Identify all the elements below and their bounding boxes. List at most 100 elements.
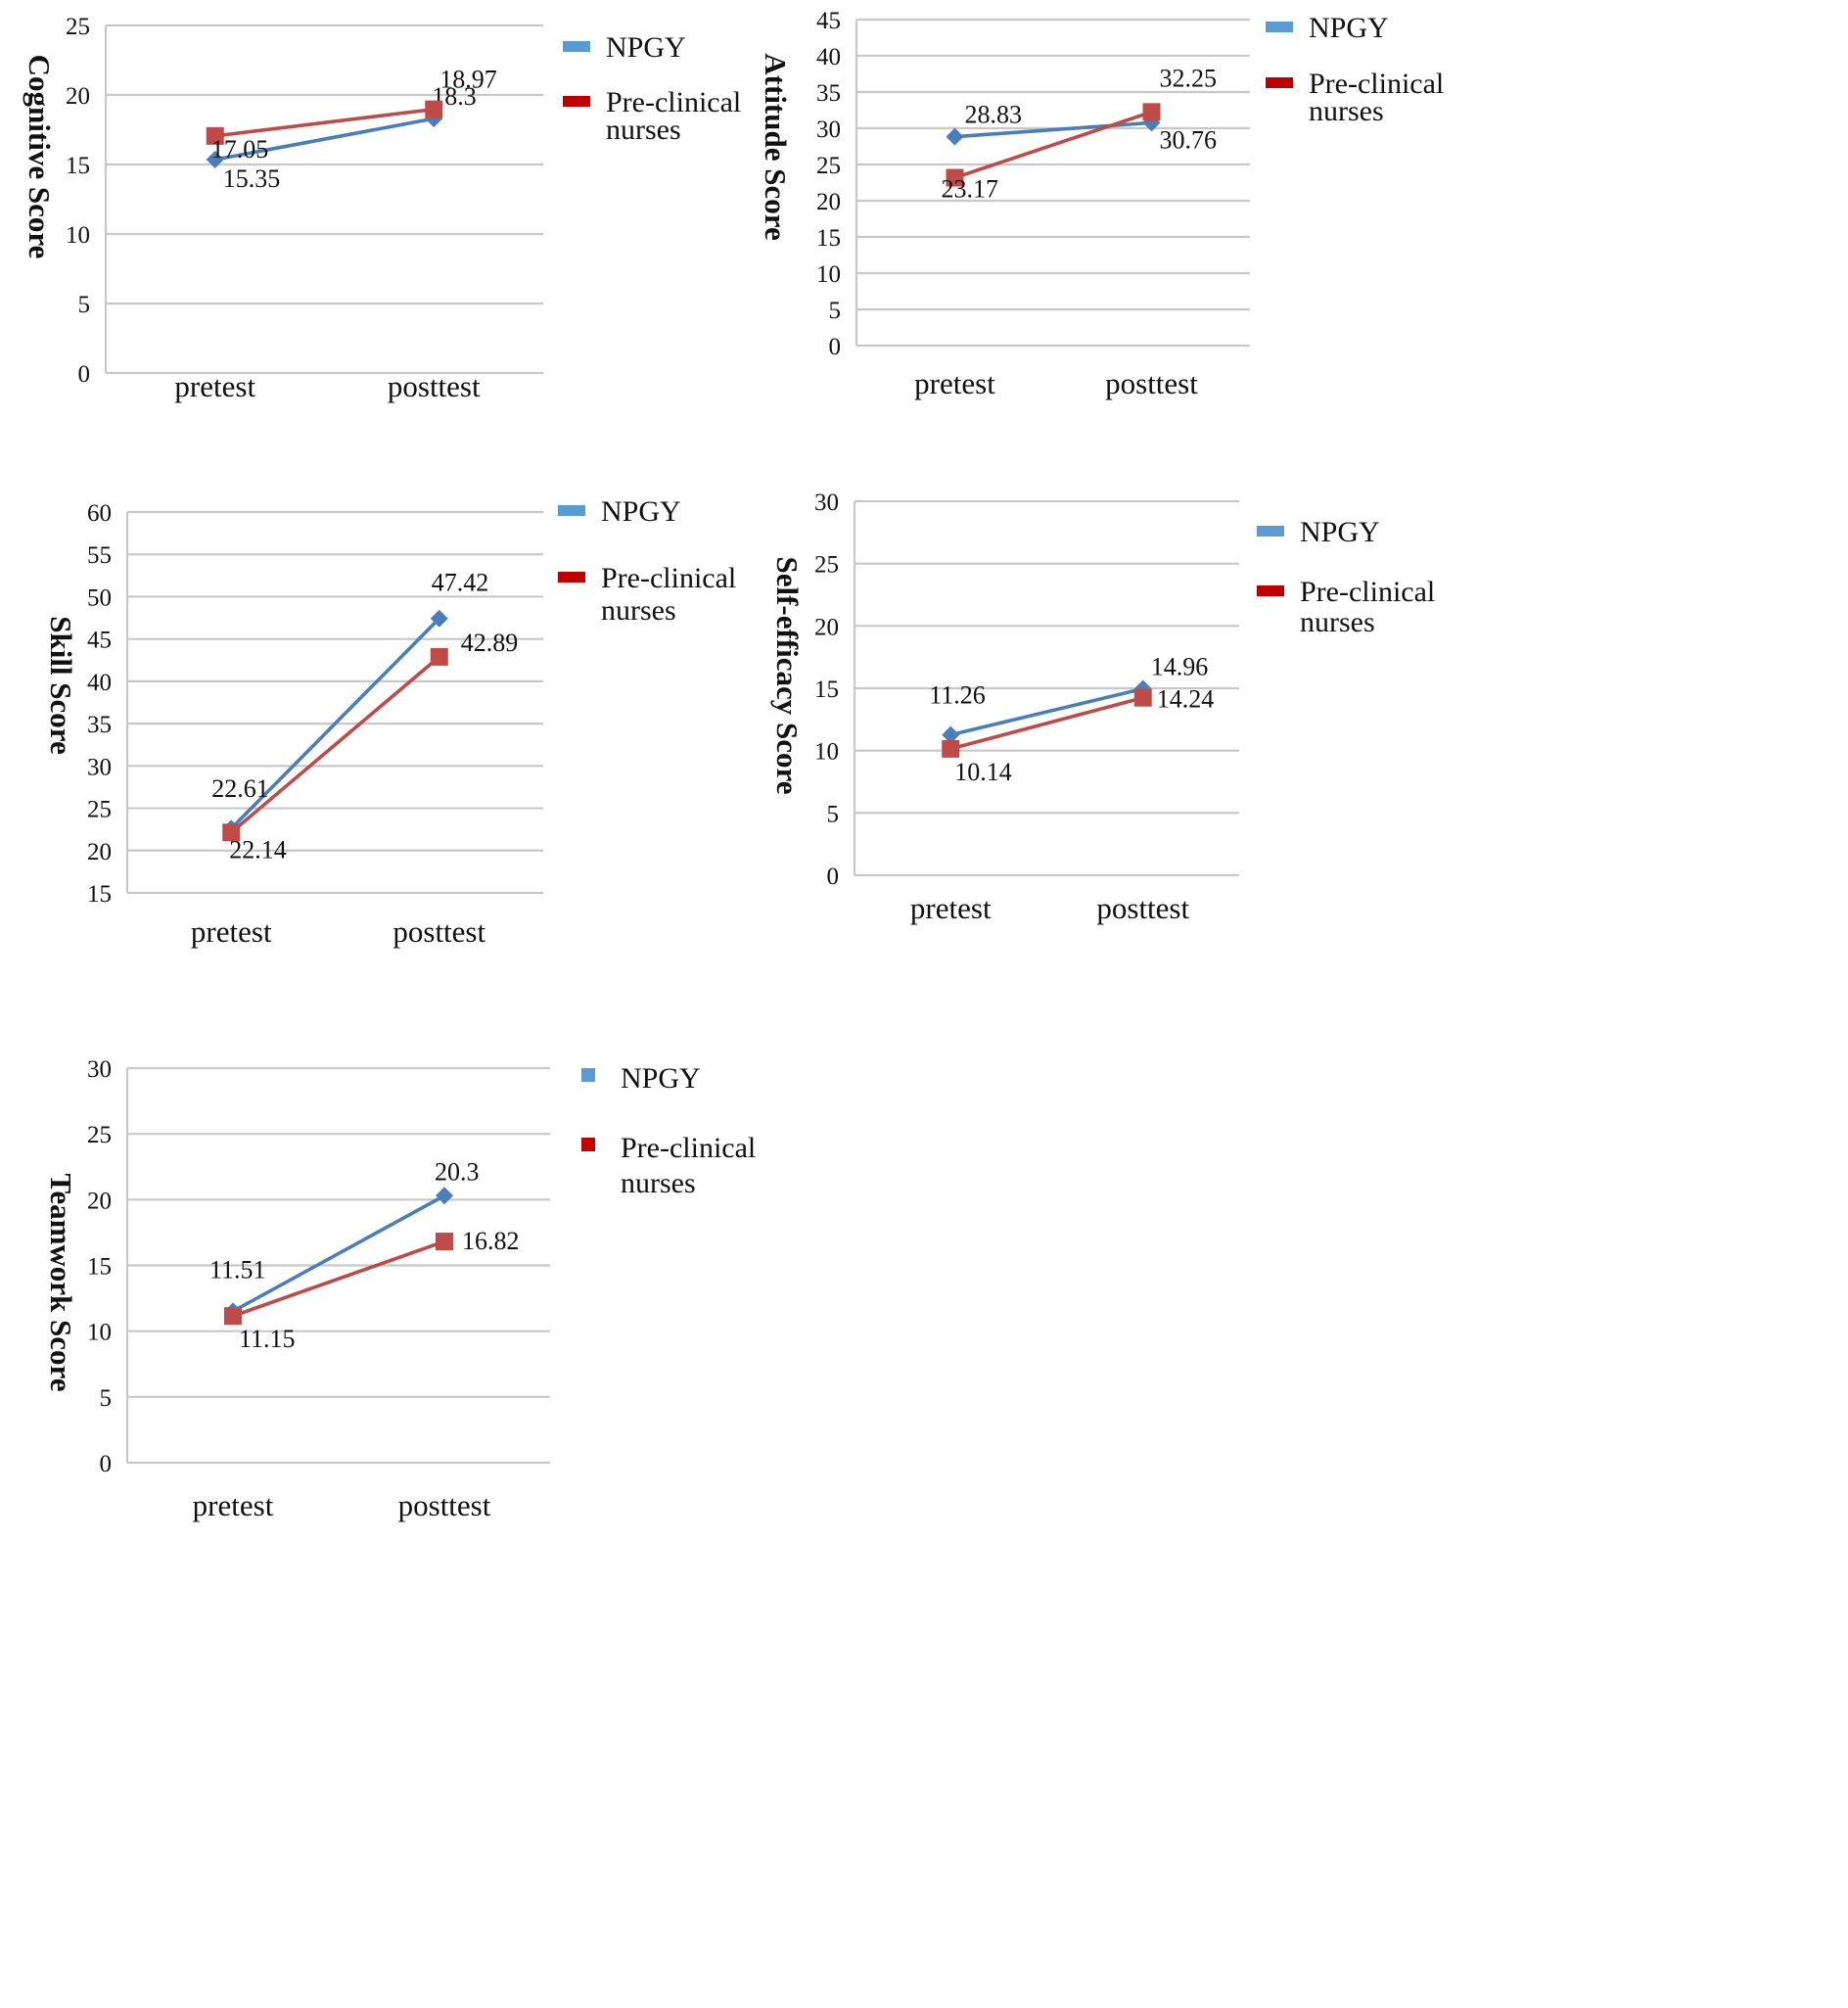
y-tick-label: 40: [816, 44, 841, 70]
y-tick-label: 20: [87, 1188, 112, 1214]
y-tick-label: 5: [78, 292, 91, 318]
legend-label: NPGY: [621, 1062, 701, 1095]
y-tick-label: 35: [816, 80, 841, 107]
chart-1: 0 5 10 15 20 25 30 35 40 45 pretest posttest Attitud…: [759, 8, 1444, 400]
legend-bar-icon: [1257, 526, 1284, 537]
y-tick-label: 35: [87, 712, 112, 738]
y-axis-title: Skill Score: [44, 616, 78, 755]
y-tick-label: 30: [816, 117, 841, 143]
data-label: 10.14: [954, 758, 1012, 786]
data-label: 15.35: [223, 164, 281, 193]
legend-label: nurses: [1300, 606, 1375, 638]
series-line-0: [954, 120, 1152, 139]
legend-label: nurses: [1309, 95, 1384, 127]
legend-label: NPGY: [1309, 12, 1389, 44]
legend-square-icon: [581, 1068, 595, 1082]
legend-label: nurses: [601, 594, 676, 627]
y-tick-label: 60: [87, 500, 112, 527]
y-tick-label: 5: [100, 1385, 113, 1412]
y-tick-label: 30: [87, 754, 112, 780]
legend-label: nurses: [621, 1167, 696, 1199]
data-label: 14.96: [1151, 653, 1209, 681]
legend-label: Pre-clinical: [606, 86, 741, 118]
series-line-1: [230, 655, 440, 834]
y-tick-label: 45: [87, 628, 112, 654]
series-line-0: [949, 686, 1144, 737]
data-point-diamond: [942, 725, 960, 744]
y-tick-label: 5: [827, 801, 840, 827]
data-point-square: [942, 739, 960, 758]
y-axis-title: Cognitive Score: [23, 55, 57, 259]
y-tick-label: 15: [66, 153, 90, 179]
chart-2: 15 20 25 30 35 40 45 50 55 60 pretest posttest Skill…: [44, 495, 736, 949]
series-line-0: [232, 1193, 445, 1313]
y-tick-label: 30: [87, 1056, 112, 1083]
data-label: 17.05: [211, 135, 269, 163]
y-tick-label: 50: [87, 584, 112, 611]
series-line-1: [953, 110, 1153, 180]
x-tick-label: posttest: [398, 1488, 491, 1522]
legend-square-icon: [581, 1138, 595, 1151]
y-tick-label: 55: [87, 542, 112, 569]
data-label: 47.42: [432, 569, 489, 597]
legend-label: Pre-clinical: [601, 562, 736, 594]
y-tick-label: 20: [66, 83, 90, 110]
chart-3: 0 5 10 15 20 25 30 pretest posttest Self-efficacy…: [770, 490, 1435, 925]
y-tick-label: 40: [87, 670, 112, 696]
data-point-square: [946, 168, 964, 187]
data-point-square: [206, 126, 224, 145]
data-label: 14.24: [1157, 685, 1215, 714]
data-point-square: [1133, 688, 1152, 707]
series-line-0: [214, 117, 435, 162]
data-point-square: [224, 1307, 242, 1326]
y-tick-label: 10: [66, 222, 90, 249]
data-point-square: [430, 647, 448, 666]
data-point-square: [1142, 103, 1161, 121]
series-line-0: [229, 617, 441, 830]
y-tick-label: 15: [87, 881, 112, 908]
legend-label: nurses: [606, 114, 681, 146]
data-label: 23.17: [942, 175, 999, 204]
data-point-diamond: [946, 127, 964, 146]
x-tick-label: pretest: [910, 891, 992, 925]
legend-bar-icon: [1266, 22, 1293, 32]
y-tick-label: 20: [87, 839, 112, 865]
y-axis-title: Self-efficacy Score: [770, 556, 805, 794]
data-label: 22.61: [211, 774, 269, 803]
y-tick-label: 5: [829, 298, 842, 324]
data-label: 42.89: [461, 629, 519, 657]
y-tick-label: 0: [827, 864, 840, 890]
data-label: 28.83: [965, 101, 1023, 129]
data-label: 18.97: [439, 66, 497, 94]
series-line-1: [949, 695, 1144, 751]
x-tick-label: pretest: [914, 366, 995, 400]
x-tick-label: pretest: [193, 1488, 274, 1522]
y-tick-label: 10: [816, 261, 841, 288]
y-tick-label: 20: [814, 614, 839, 640]
legend-bar-icon: [1257, 585, 1284, 596]
chart-0: 0 5 10 15 20 25 pretest posttest Cognitive Score…: [23, 14, 741, 403]
data-point-square: [222, 823, 241, 842]
data-point-square: [436, 1233, 453, 1251]
y-axis-title: Teamwork Score: [44, 1173, 78, 1391]
y-tick-label: 0: [78, 361, 91, 388]
data-label: 11.15: [239, 1325, 296, 1353]
data-label: 22.14: [229, 835, 287, 864]
x-tick-label: pretest: [191, 914, 272, 949]
y-tick-label: 25: [87, 797, 112, 823]
x-tick-label: posttest: [1096, 891, 1189, 925]
y-tick-label: 10: [814, 739, 839, 766]
y-tick-label: 15: [87, 1254, 112, 1281]
x-tick-label: posttest: [388, 369, 481, 403]
data-label: 11.51: [209, 1255, 266, 1284]
y-tick-label: 10: [87, 1320, 112, 1346]
series-line-1: [232, 1239, 445, 1318]
y-tick-label: 0: [100, 1451, 113, 1477]
legend-bar-icon: [1266, 77, 1293, 88]
y-tick-label: 15: [814, 677, 839, 703]
legend-bar-icon: [558, 505, 585, 516]
x-tick-label: posttest: [393, 914, 485, 949]
data-point-diamond: [430, 609, 448, 628]
y-tick-label: 25: [816, 153, 841, 179]
